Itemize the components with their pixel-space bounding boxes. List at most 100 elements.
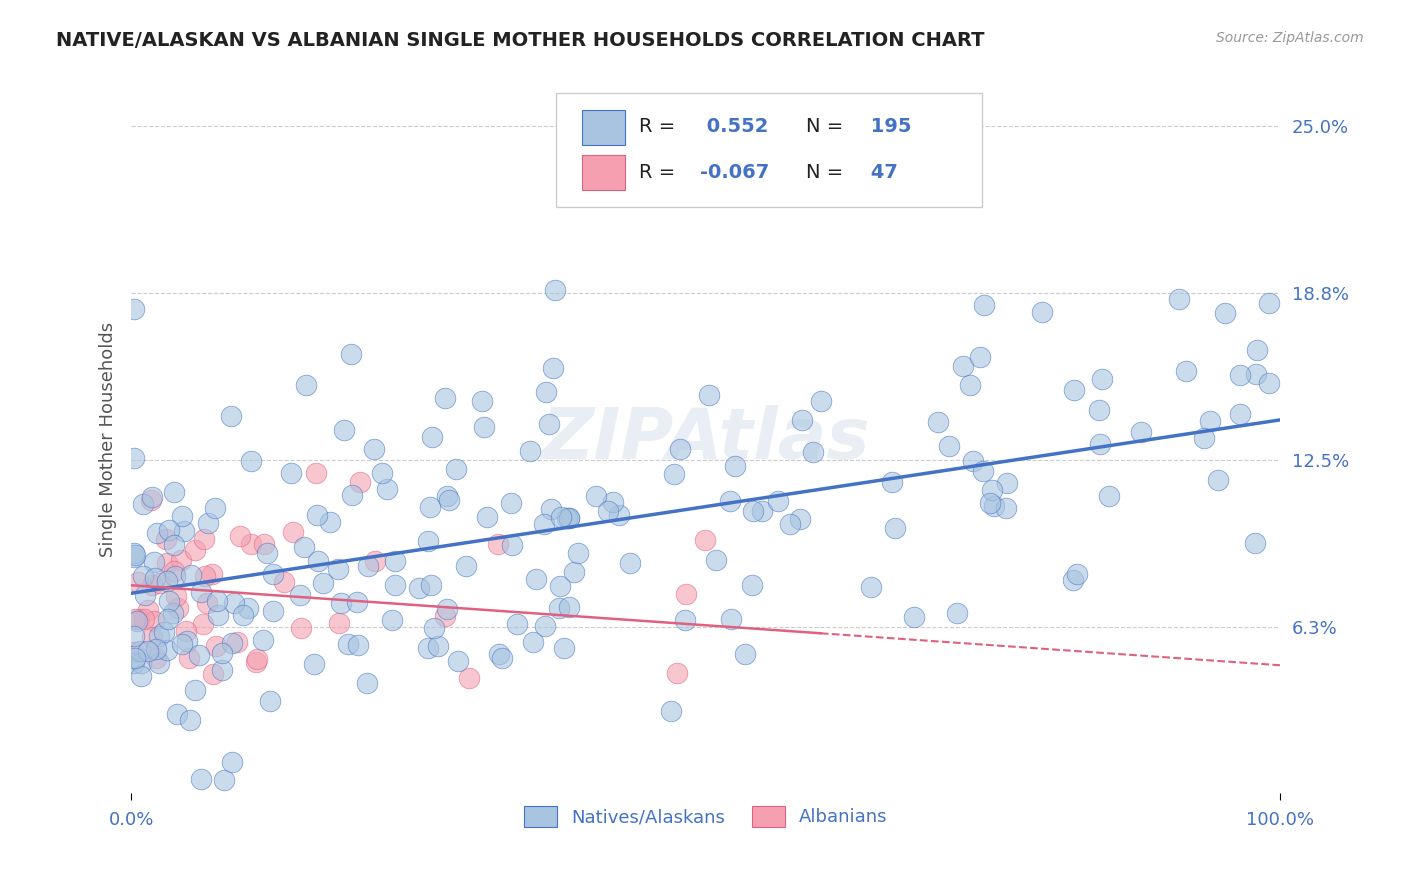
Point [557, 511, 579, 525]
Point [347, 638, 370, 652]
Point [166, 707, 188, 722]
Point [239, 537, 262, 551]
Point [952, 359, 974, 373]
Point [420, 578, 443, 592]
Point [201, 666, 224, 681]
Point [547, 601, 569, 615]
FancyBboxPatch shape [582, 155, 626, 190]
Point [201, 567, 224, 582]
Point [259, 694, 281, 708]
Point [979, 496, 1001, 510]
Point [124, 549, 146, 563]
Point [882, 475, 904, 490]
Point [165, 589, 187, 603]
Point [1244, 536, 1267, 550]
Point [288, 588, 311, 602]
Point [127, 614, 149, 628]
Point [292, 540, 315, 554]
Point [236, 600, 259, 615]
Point [488, 647, 510, 661]
Point [141, 491, 163, 505]
Point [143, 555, 166, 569]
Point [1258, 295, 1281, 310]
Point [619, 557, 641, 571]
Point [131, 656, 153, 670]
Point [190, 584, 212, 599]
Text: N =: N = [806, 162, 844, 182]
Point [141, 578, 163, 592]
Point [122, 656, 145, 670]
Point [447, 654, 470, 668]
Point [128, 644, 150, 658]
Point [226, 634, 249, 648]
Point [779, 516, 801, 531]
Point [751, 504, 773, 518]
Point [170, 508, 193, 523]
Point [938, 439, 960, 453]
Point [983, 499, 1005, 513]
Point [155, 574, 177, 588]
Point [195, 596, 218, 610]
Point [163, 484, 186, 499]
Point [281, 525, 304, 540]
Point [768, 494, 790, 508]
Point [454, 558, 477, 573]
Point [152, 624, 174, 639]
Point [340, 488, 363, 502]
Point [212, 772, 235, 787]
Point [506, 617, 529, 632]
Point [541, 361, 564, 376]
Point [903, 609, 925, 624]
Point [124, 651, 146, 665]
Point [1213, 306, 1236, 320]
Point [364, 554, 387, 568]
Point [155, 532, 177, 546]
Point [1063, 383, 1085, 397]
Point [433, 608, 456, 623]
Point [724, 458, 747, 473]
Point [122, 549, 145, 564]
Point [190, 772, 212, 787]
Point [436, 602, 458, 616]
Point [1229, 368, 1251, 382]
Point [969, 350, 991, 364]
Point [273, 574, 295, 589]
Point [810, 393, 832, 408]
Point [183, 542, 205, 557]
Point [426, 639, 449, 653]
Point [308, 554, 330, 568]
Point [1098, 489, 1121, 503]
Point [718, 494, 741, 508]
Point [550, 509, 572, 524]
Point [1130, 425, 1153, 440]
Point [434, 392, 457, 406]
Point [221, 636, 243, 650]
Point [167, 601, 190, 615]
Point [375, 482, 398, 496]
Point [734, 647, 756, 661]
Point [419, 500, 441, 514]
Point [598, 504, 620, 518]
Text: R =: R = [640, 117, 675, 136]
Point [246, 652, 269, 666]
Text: 195: 195 [865, 117, 912, 136]
Point [973, 298, 995, 312]
Point [127, 574, 149, 589]
Point [129, 669, 152, 683]
Point [602, 495, 624, 509]
Point [240, 453, 263, 467]
Point [1066, 566, 1088, 581]
Point [332, 423, 354, 437]
Point [280, 466, 302, 480]
Point [537, 417, 560, 432]
Point [232, 608, 254, 623]
Point [253, 537, 276, 551]
Point [245, 655, 267, 669]
Point [156, 556, 179, 570]
Point [666, 665, 689, 680]
Point [1175, 364, 1198, 378]
Text: N =: N = [806, 117, 844, 136]
Point [145, 651, 167, 665]
Point [884, 521, 907, 535]
Point [211, 664, 233, 678]
